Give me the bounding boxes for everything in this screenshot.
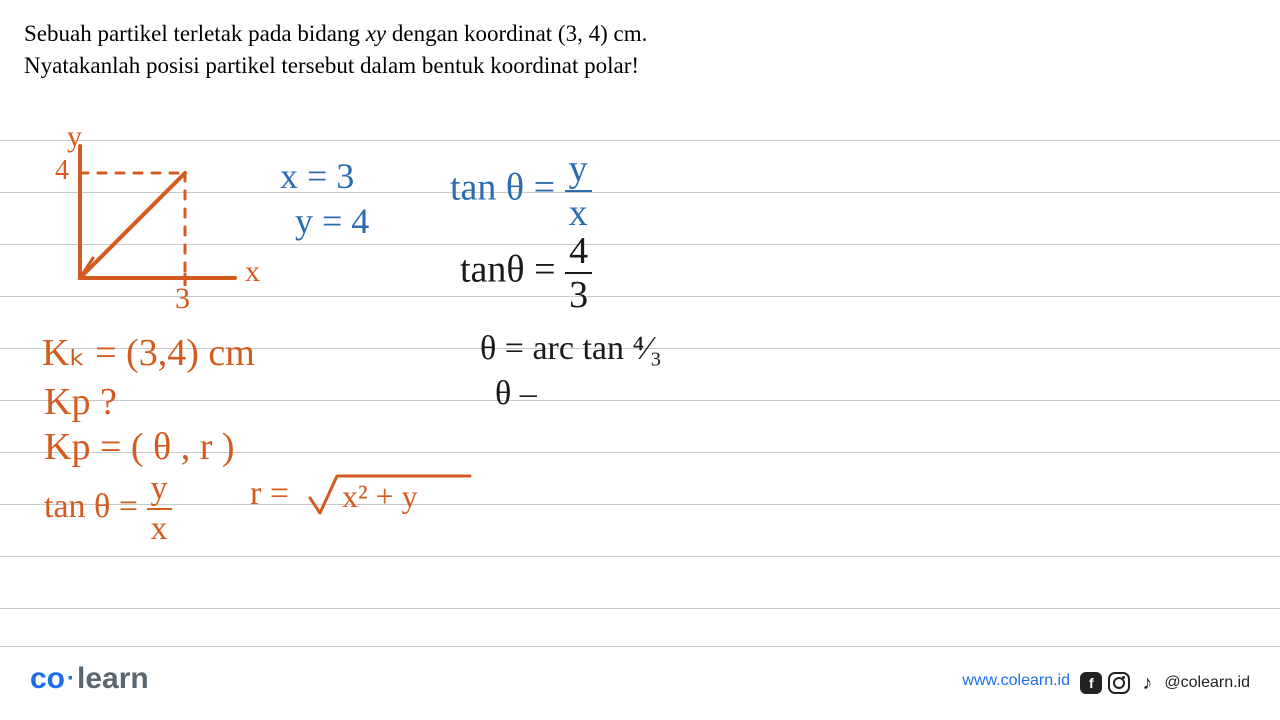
tanv-den: 3 bbox=[565, 274, 592, 314]
logo-co: co bbox=[30, 662, 65, 695]
hand-tan-val: tanθ = 4 3 bbox=[460, 232, 592, 314]
tiktok-icon[interactable]: ♪ bbox=[1136, 672, 1158, 694]
hand-r-sqrt: r = bbox=[250, 475, 289, 513]
tanor-pre: tan θ = bbox=[44, 488, 147, 525]
brand-logo: co·learn bbox=[30, 662, 149, 696]
diagram-y-label: y bbox=[67, 120, 82, 154]
tanv-pre: tanθ = bbox=[460, 249, 565, 291]
rsqrt-radicand: x² + y bbox=[342, 478, 418, 515]
hand-kk: Kₖ = (3,4) cm bbox=[42, 330, 255, 375]
diagram-tick-y: 4 bbox=[55, 155, 69, 187]
footer-rule bbox=[0, 646, 1280, 647]
coordinate-diagram bbox=[45, 128, 265, 313]
paper-rule bbox=[0, 608, 1280, 609]
diagram-x-label: x bbox=[245, 255, 260, 289]
rsqrt-pre: r = bbox=[250, 475, 289, 512]
hand-arctan: θ = arc tan ⁴⁄₃ bbox=[480, 330, 662, 368]
logo-learn: learn bbox=[77, 662, 149, 695]
tanv-fraction: 4 3 bbox=[565, 232, 592, 314]
hand-tan-frac: tan θ = y x bbox=[450, 150, 592, 232]
footer-socials: f ♪ @colearn.id bbox=[1080, 672, 1250, 694]
logo-dot-icon: · bbox=[65, 665, 77, 692]
diagram-tick-x: 3 bbox=[175, 282, 190, 316]
footer-handle: @colearn.id bbox=[1164, 674, 1250, 692]
paper-rule bbox=[0, 504, 1280, 505]
hand-x-eq: x = 3 bbox=[280, 155, 354, 197]
tanor-den: x bbox=[147, 510, 172, 546]
question-line1b: dengan koordinat (3, 4) cm. bbox=[386, 21, 647, 46]
hand-tan-orange: tan θ = y x bbox=[44, 472, 172, 546]
footer: co·learn www.colearn.id f ♪ @colearn.id bbox=[0, 656, 1280, 696]
hand-theta-dash: θ – bbox=[495, 375, 537, 413]
instagram-icon[interactable] bbox=[1108, 672, 1130, 694]
paper-rule bbox=[0, 400, 1280, 401]
footer-link[interactable]: www.colearn.id bbox=[962, 672, 1070, 690]
hand-kpq: Kp ? bbox=[44, 380, 117, 424]
question-block: Sebuah partikel terletak pada bidang xy … bbox=[24, 18, 647, 82]
tan-den: x bbox=[565, 192, 592, 232]
paper-rule bbox=[0, 556, 1280, 557]
question-line1a: Sebuah partikel terletak pada bidang bbox=[24, 21, 366, 46]
tanv-num: 4 bbox=[565, 232, 592, 274]
hand-kpeq: Kp = ( θ , r ) bbox=[44, 425, 235, 469]
tan-num: y bbox=[565, 150, 592, 192]
tan-fraction: y x bbox=[565, 150, 592, 232]
facebook-icon[interactable]: f bbox=[1080, 672, 1102, 694]
question-xy: xy bbox=[366, 21, 386, 46]
tanor-fraction: y x bbox=[147, 472, 172, 546]
tan-pre: tan θ = bbox=[450, 167, 565, 209]
hand-y-eq: y = 4 bbox=[295, 200, 369, 242]
question-line2: Nyatakanlah posisi partikel tersebut dal… bbox=[24, 53, 639, 78]
tanor-num: y bbox=[147, 472, 172, 510]
